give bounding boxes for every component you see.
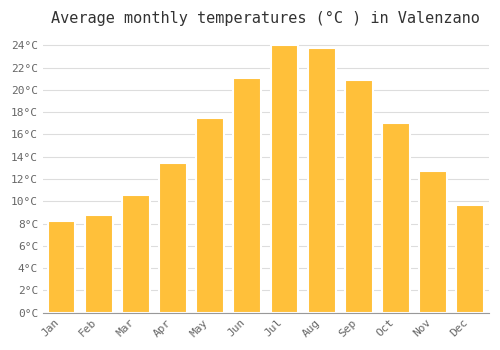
Bar bbox=[382, 123, 410, 313]
Bar bbox=[48, 221, 76, 313]
Bar bbox=[456, 205, 484, 313]
Bar bbox=[196, 118, 224, 313]
Title: Average monthly temperatures (°C ) in Valenzano: Average monthly temperatures (°C ) in Va… bbox=[52, 11, 480, 26]
Bar bbox=[270, 46, 298, 313]
Bar bbox=[308, 48, 336, 313]
Bar bbox=[159, 163, 187, 313]
Bar bbox=[85, 215, 112, 313]
Bar bbox=[419, 171, 447, 313]
Bar bbox=[234, 78, 262, 313]
Bar bbox=[345, 80, 373, 313]
Bar bbox=[122, 195, 150, 313]
